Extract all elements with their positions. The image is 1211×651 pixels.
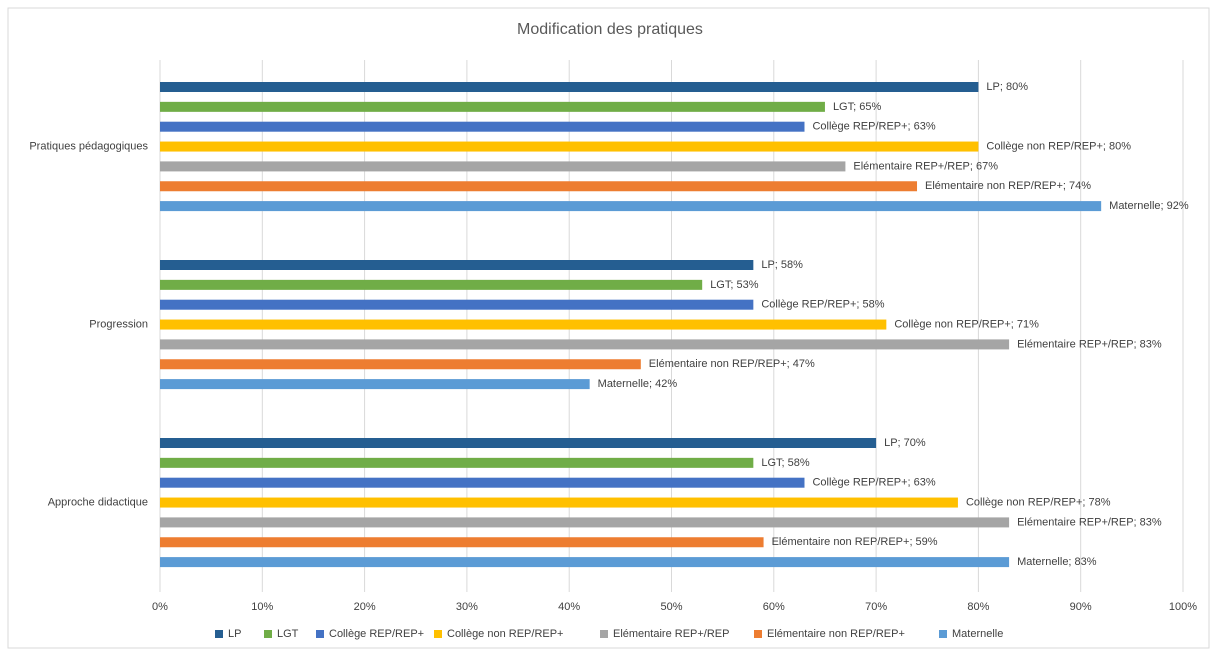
legend-swatch	[939, 630, 947, 638]
data-label: Maternelle; 42%	[598, 378, 678, 390]
bar	[160, 101, 825, 112]
data-label: Collège non REP/REP+; 71%	[894, 318, 1039, 330]
x-tick-label: 90%	[1070, 601, 1092, 613]
bar	[160, 477, 805, 488]
bar	[160, 339, 1010, 350]
x-tick-label: 100%	[1169, 601, 1197, 613]
data-label: LGT; 65%	[833, 101, 882, 113]
legend-label: LGT	[277, 628, 299, 640]
bar	[160, 181, 918, 192]
data-label: Collège REP/REP+; 63%	[812, 121, 935, 133]
bar	[160, 359, 641, 370]
data-label: Collège REP/REP+; 58%	[761, 299, 884, 311]
data-label: Elémentaire REP+/REP; 67%	[853, 160, 998, 172]
x-tick-label: 40%	[558, 601, 580, 613]
bar	[160, 299, 754, 310]
data-label: LP; 58%	[761, 259, 803, 271]
x-tick-label: 70%	[865, 601, 887, 613]
bar	[160, 279, 703, 290]
legend-swatch	[316, 630, 324, 638]
data-label: Elémentaire non REP/REP+; 47%	[649, 358, 815, 370]
x-tick-label: 0%	[152, 601, 168, 613]
data-label: Elémentaire non REP/REP+; 74%	[925, 180, 1091, 192]
bar	[160, 260, 754, 270]
bar	[160, 161, 846, 172]
legend-swatch	[215, 630, 223, 638]
bar	[160, 379, 590, 390]
legend-swatch	[600, 630, 608, 638]
bar	[160, 438, 877, 448]
data-label: Maternelle; 92%	[1109, 200, 1189, 212]
bar	[160, 457, 754, 468]
legend-label: Maternelle	[952, 628, 1003, 640]
data-label: LGT; 58%	[761, 457, 810, 469]
x-tick-label: 10%	[251, 601, 273, 613]
data-label: Collège REP/REP+; 63%	[812, 477, 935, 489]
x-tick-label: 30%	[456, 601, 478, 613]
legend-label: Collège REP/REP+	[329, 628, 424, 640]
data-label: Elémentaire non REP/REP+; 59%	[772, 536, 938, 548]
bar	[160, 319, 887, 330]
legend-label: Elémentaire REP+/REP	[613, 628, 729, 640]
bar	[160, 141, 979, 152]
legend-swatch	[434, 630, 442, 638]
data-label: Collège non REP/REP+; 78%	[966, 496, 1111, 508]
y-tick-label: Approche didactique	[48, 496, 148, 508]
bar	[160, 517, 1010, 528]
y-tick-label: Pratiques pédagogiques	[29, 140, 148, 152]
x-tick-label: 20%	[354, 601, 376, 613]
chart-title: Modification des pratiques	[517, 21, 703, 38]
data-label: LP; 70%	[884, 437, 926, 449]
x-tick-label: 80%	[967, 601, 989, 613]
legend-label: Elémentaire non REP/REP+	[767, 628, 905, 640]
bar	[160, 537, 764, 548]
bar	[160, 497, 958, 508]
data-label: Maternelle; 83%	[1017, 556, 1097, 568]
data-label: LGT; 53%	[710, 279, 759, 291]
data-label: LP; 80%	[986, 81, 1028, 93]
legend-swatch	[754, 630, 762, 638]
x-tick-label: 60%	[763, 601, 785, 613]
x-tick-label: 50%	[660, 601, 682, 613]
legend-label: Collège non REP/REP+	[447, 628, 563, 640]
y-tick-label: Progression	[89, 318, 148, 330]
bar	[160, 121, 805, 132]
data-label: Elémentaire REP+/REP; 83%	[1017, 338, 1162, 350]
data-label: Elémentaire REP+/REP; 83%	[1017, 516, 1162, 528]
data-label: Collège non REP/REP+; 80%	[986, 140, 1131, 152]
bar	[160, 82, 979, 92]
bar	[160, 557, 1010, 568]
legend-label: LP	[228, 628, 241, 640]
legend-swatch	[264, 630, 272, 638]
bar	[160, 201, 1102, 212]
